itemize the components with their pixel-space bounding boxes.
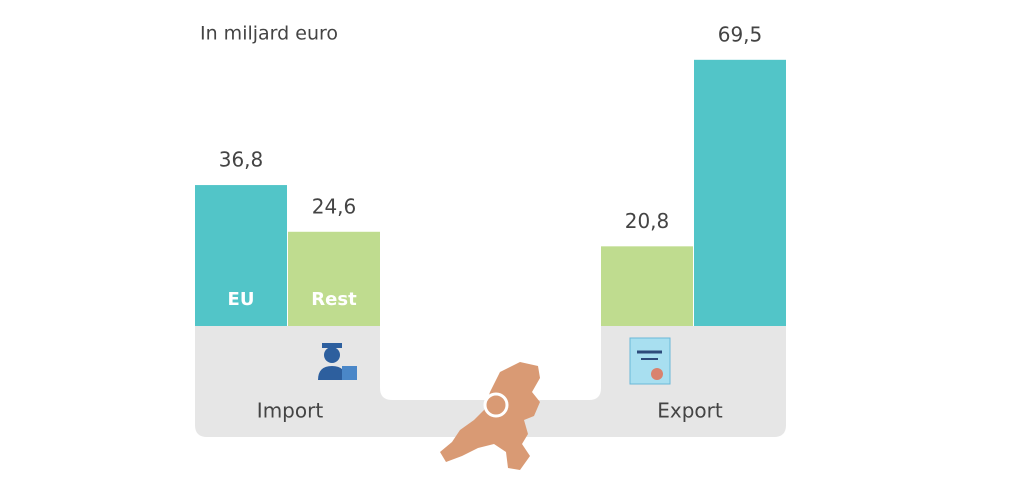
map-marker xyxy=(483,392,509,418)
customs-icon xyxy=(318,343,357,380)
legend-label: Rest xyxy=(311,289,357,310)
value-label: 36,8 xyxy=(219,148,264,172)
chart-title: In miljard euro xyxy=(200,23,338,45)
value-label: 69,5 xyxy=(718,22,763,46)
value-label: 24,6 xyxy=(312,194,357,218)
bar xyxy=(694,59,786,326)
bar xyxy=(288,231,380,326)
bar xyxy=(195,185,287,326)
legend-label: EU xyxy=(228,289,255,310)
value-label: 20,8 xyxy=(625,209,670,233)
category-label: Export xyxy=(657,399,723,423)
bar xyxy=(601,246,693,326)
category-label: Import xyxy=(257,399,324,423)
document-icon xyxy=(629,337,671,385)
map-icon xyxy=(440,362,540,470)
